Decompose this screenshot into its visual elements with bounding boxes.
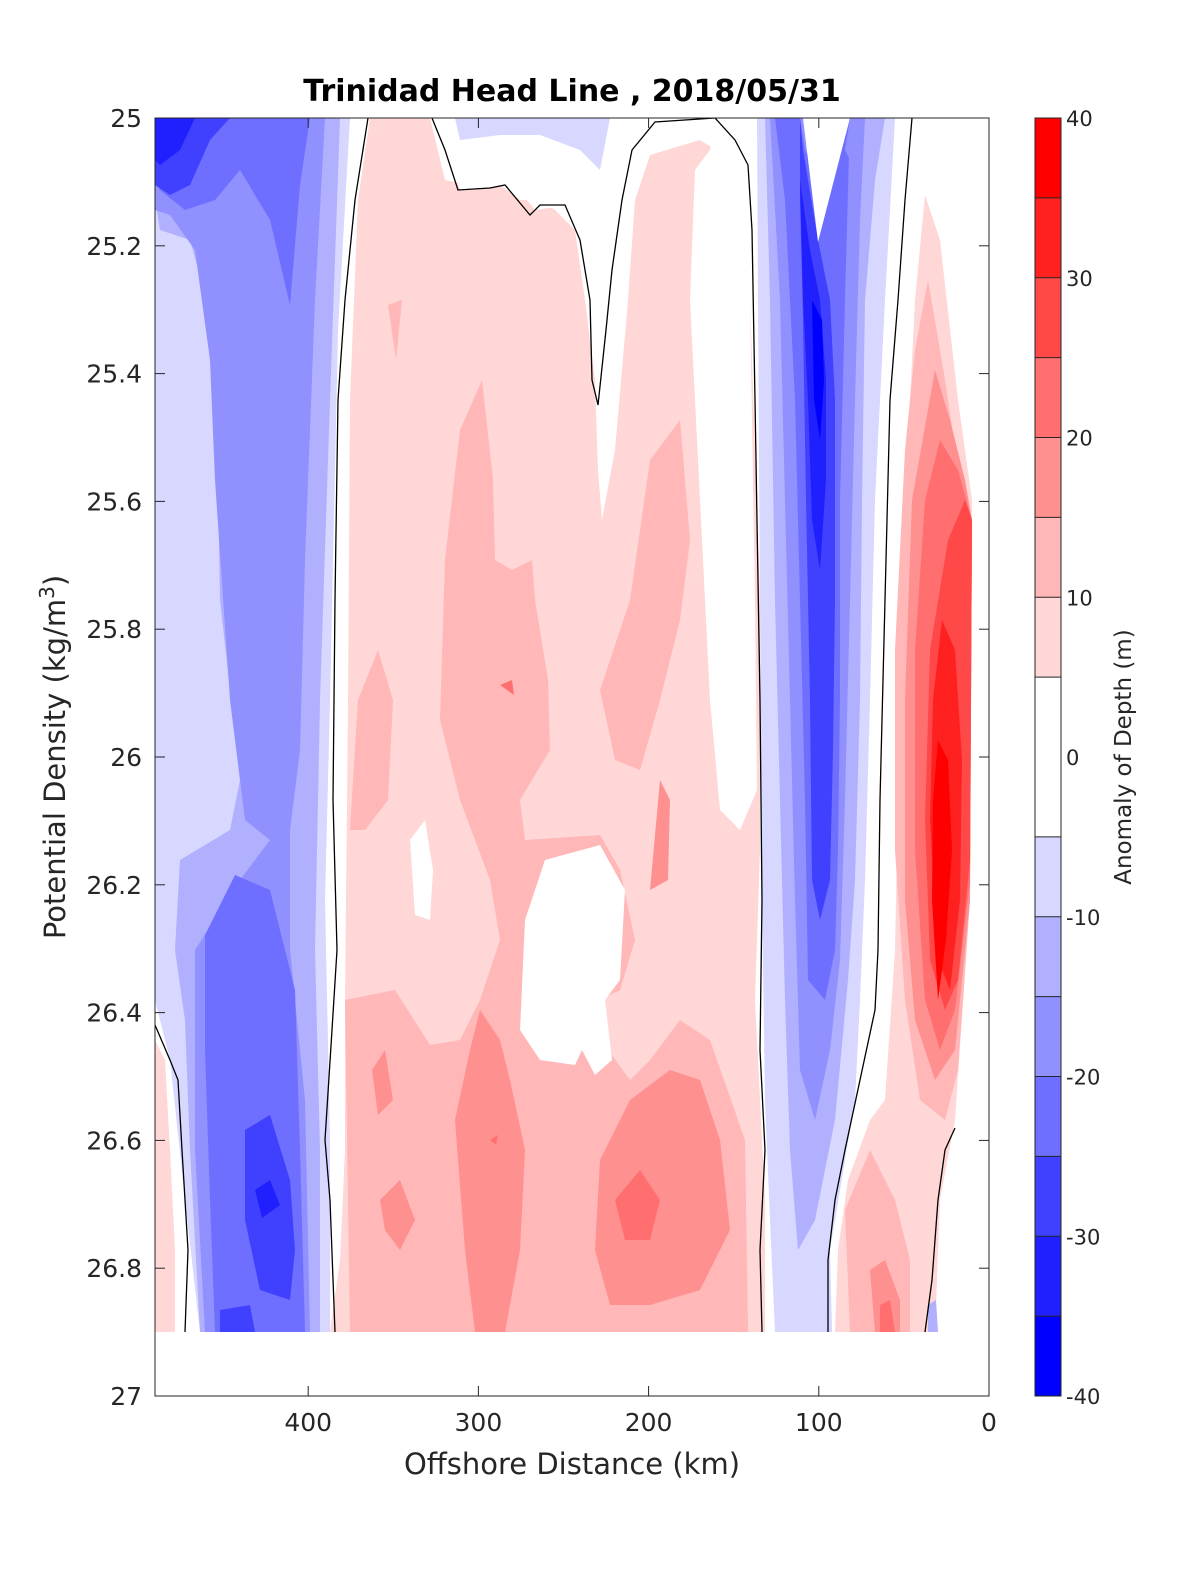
- colorbar-tick-label: 20: [1066, 427, 1093, 451]
- anomaly-region-zero-oval: [410, 820, 433, 920]
- contour-field: [155, 118, 989, 1396]
- colorbar-segment: [1035, 996, 1061, 1077]
- colorbar-segment: [1035, 836, 1061, 917]
- y-tick-label: 25.8: [86, 615, 142, 644]
- y-tick-label: 26.6: [86, 1126, 142, 1155]
- x-tick-label: 0: [981, 1408, 997, 1437]
- colorbar: [1035, 118, 1061, 1396]
- y-tick-label: 25: [110, 104, 142, 133]
- zero-contour-core-east: [827, 118, 913, 1332]
- zero-contour-lines: [155, 118, 956, 1333]
- colorbar-segment: [1035, 118, 1061, 198]
- colorbar-segment: [1035, 1076, 1061, 1157]
- y-tick-label: 25.2: [86, 232, 142, 261]
- zero-contour-west-2: [324, 118, 369, 1333]
- y-tick-label: 27: [110, 1382, 142, 1411]
- x-tick-label: 300: [455, 1408, 503, 1437]
- colorbar-segment: [1035, 1236, 1061, 1317]
- anomaly-region-core-white-wedge: [803, 118, 850, 242]
- chart-title: Trinidad Head Line , 2018/05/31: [303, 74, 840, 109]
- x-axis-label: Offshore Distance (km): [404, 1447, 740, 1481]
- zero-contour-east-edge: [924, 1127, 956, 1333]
- colorbar-tick-label: 0: [1066, 746, 1079, 770]
- y-tick-label: 26.2: [86, 871, 142, 900]
- x-tick-label: 400: [284, 1408, 332, 1437]
- colorbar-label: Anomaly of Depth (m): [1111, 629, 1137, 884]
- colorbar-segment: [1035, 916, 1061, 997]
- anomaly-region-zero-right: [690, 118, 757, 830]
- zero-contour-west: [155, 1024, 189, 1333]
- anomaly-region-core-mid-wedge: [845, 118, 865, 180]
- y-tick-label: 26.4: [86, 999, 142, 1028]
- anomaly-region-core-neg-35: [800, 180, 826, 570]
- x-axis-ticks: 400 300 200 100 0: [284, 118, 997, 1437]
- y-axis-label-main: Potential Density (kg/m: [38, 599, 72, 939]
- colorbar-segment: [1035, 197, 1061, 278]
- colorbar-tick-label: -20: [1066, 1066, 1100, 1090]
- anomaly-region-west-neg-25: [155, 118, 310, 1332]
- colorbar-segment: [1035, 517, 1061, 598]
- anomaly-region-east-neg-tip: [928, 1300, 938, 1332]
- colorbar-tick-label: -10: [1066, 906, 1100, 930]
- y-axis-ticks: 25 25.2 25.4 25.6 25.8 26 26.2 26.4 26.6 26.8 27: [86, 104, 989, 1411]
- x-tick-label: 200: [625, 1408, 673, 1437]
- colorbar-frame: [1034, 117, 1062, 1397]
- anomaly-region-central-pos-20: [490, 680, 660, 1240]
- y-axis-label: Potential Density (kg/m3): [35, 575, 72, 939]
- anomaly-region-west-neg-30: [155, 118, 295, 1332]
- colorbar-ticks: -40 -30 -20 -10 0 10 20 30 40: [1066, 107, 1100, 1409]
- y-tick-label: 26.8: [86, 1254, 142, 1283]
- x-tick-label: 100: [795, 1408, 843, 1437]
- colorbar-segment: [1035, 357, 1061, 438]
- colorbar-segment: [1035, 277, 1061, 358]
- anomaly-region-zero-lower: [520, 845, 625, 1075]
- anomaly-region-core-neg-40: [812, 300, 824, 440]
- no-data-region: [155, 1332, 989, 1396]
- colorbar-segment: [1035, 1316, 1061, 1396]
- anomaly-region-west-neg-blob: [258, 462, 280, 535]
- colorbar-tick-label: 40: [1066, 107, 1093, 131]
- y-tick-label: 26: [110, 743, 142, 772]
- colorbar-tick-label: 10: [1066, 586, 1093, 610]
- anomaly-region-west-edge-pos: [155, 1040, 175, 1332]
- colorbar-tick-label: -40: [1066, 1385, 1100, 1409]
- y-tick-label: 25.6: [86, 487, 142, 516]
- colorbar-tick-label: 30: [1066, 267, 1093, 291]
- anomaly-region-east-pos-35: [932, 740, 952, 1000]
- y-tick-label: 25.4: [86, 360, 142, 389]
- anomaly-region-light-neg-upper: [455, 118, 610, 170]
- zero-contour-central: [431, 118, 766, 1333]
- anomaly-region-central-pos-10: [345, 300, 748, 1332]
- y-axis-label-sup: 3: [35, 586, 59, 599]
- y-axis-label-close: ): [38, 575, 72, 586]
- colorbar-tick-label: -30: [1066, 1225, 1100, 1249]
- colorbar-segment: [1035, 677, 1061, 837]
- colorbar-segment: [1035, 437, 1061, 518]
- anomaly-region-zero-upper: [430, 118, 715, 455]
- colorbar-segment: [1035, 597, 1061, 678]
- colorbar-segment: [1035, 1156, 1061, 1237]
